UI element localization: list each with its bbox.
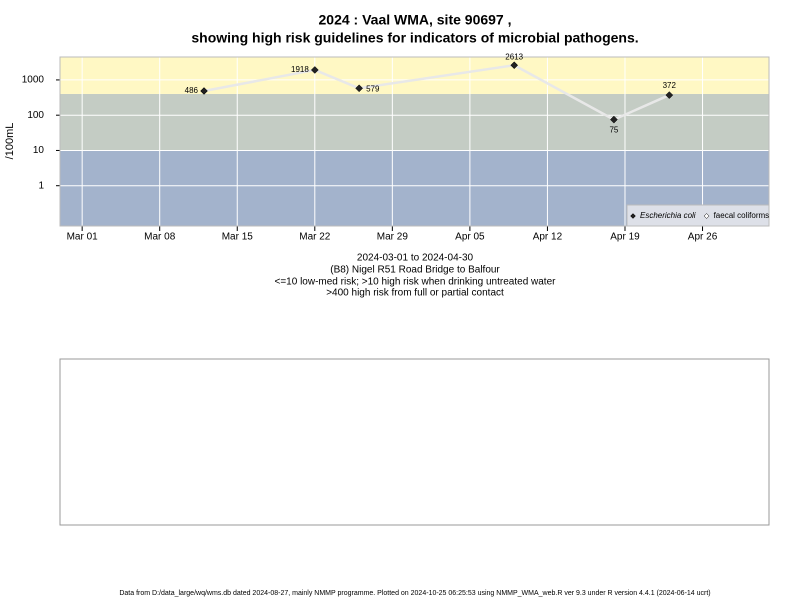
data-label: 1918: [291, 65, 309, 74]
risk-band: [60, 93, 769, 151]
data-label: 579: [366, 84, 380, 93]
x-tick-label: Mar 15: [222, 232, 254, 243]
series-line: [203, 63, 670, 121]
note: 2024-03-01 to 2024-04-30: [357, 253, 474, 264]
legend-marker: [630, 213, 636, 219]
note: (B8) Nigel R51 Road Bridge to Balfour: [330, 265, 500, 276]
data-point: [510, 61, 519, 70]
data-label: 2613: [505, 52, 523, 61]
chart-subtitle: showing high risk guidelines for indicat…: [191, 30, 638, 46]
data-point: [355, 84, 363, 93]
x-tick-label: Apr 26: [688, 232, 718, 243]
data-label: 486: [185, 86, 199, 95]
x-tick-label: Mar 29: [377, 232, 409, 243]
y-tick-label: 1000: [22, 75, 45, 86]
data-point: [310, 66, 319, 74]
x-tick-label: Apr 05: [455, 232, 485, 243]
empty-panel: [59, 358, 770, 526]
y-tick-label: 10: [33, 145, 45, 156]
y-tick-label: 100: [27, 110, 44, 121]
footer: Data from D:/data_large/wq/wms.db dated …: [119, 590, 710, 597]
data-label: 372: [663, 81, 677, 90]
note: >400 high risk from full or partial cont…: [326, 288, 504, 299]
legend-label: faecal coliforms: [714, 211, 770, 220]
data-point: [665, 91, 674, 99]
x-tick-label: Mar 22: [299, 232, 331, 243]
x-tick-label: Mar 01: [67, 232, 99, 243]
legend-box: [626, 204, 770, 227]
data-label: 75: [609, 126, 618, 135]
x-tick-label: Apr 19: [610, 232, 640, 243]
legend-marker: [703, 213, 710, 219]
x-tick-label: Mar 08: [144, 232, 176, 243]
y-axis-label: /100mL: [4, 123, 16, 160]
data-point: [200, 87, 208, 95]
legend-label: Escherichia coli: [640, 211, 696, 220]
data-point: [610, 115, 618, 124]
chart-title: 2024 : Vaal WMA, site 90697 ,: [319, 12, 512, 28]
risk-band: [60, 57, 769, 94]
y-tick-label: 1: [38, 180, 44, 191]
note: <=10 low-med risk; >10 high risk when dr…: [275, 277, 557, 288]
plot-frame: [59, 56, 770, 227]
x-tick-label: Apr 12: [533, 232, 563, 243]
